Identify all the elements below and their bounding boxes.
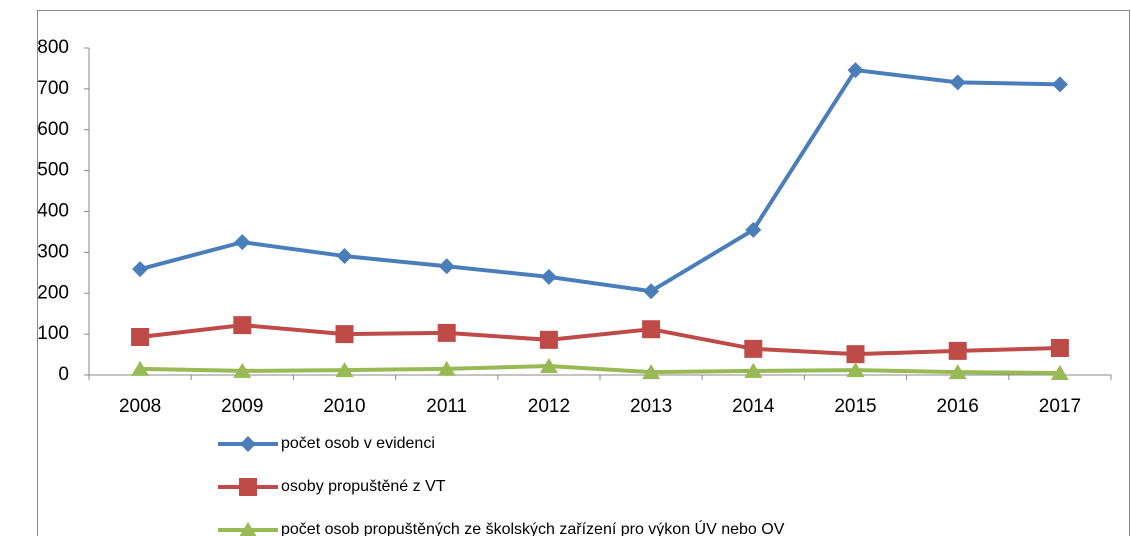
marker — [847, 62, 864, 79]
x-tick-label: 2017 — [1039, 396, 1081, 417]
legend: počet osob v evidenci osoby propuštěné z … — [218, 435, 785, 536]
marker — [437, 360, 456, 376]
x-tick-label: 2016 — [937, 396, 979, 417]
y-tick-label: 100 — [37, 323, 69, 344]
marker — [539, 330, 558, 349]
marker — [234, 234, 251, 251]
marker — [642, 320, 661, 339]
marker — [948, 341, 967, 360]
marker — [335, 325, 354, 344]
x-tick-label: 2008 — [119, 396, 161, 417]
y-tick-label: 600 — [37, 119, 69, 140]
legend-label: osoby propuštěné z VT — [281, 478, 446, 495]
x-tick-label: 2015 — [834, 396, 876, 417]
marker — [438, 258, 455, 275]
y-tick-label: 0 — [58, 364, 69, 385]
marker — [846, 362, 865, 378]
x-tick-label: 2009 — [221, 396, 263, 417]
marker — [949, 74, 966, 91]
marker — [335, 362, 354, 378]
marker — [745, 221, 762, 238]
marker — [744, 362, 763, 378]
marker — [131, 360, 150, 376]
marker — [132, 261, 149, 278]
series-line — [139, 323, 1060, 357]
series-line — [140, 364, 1060, 375]
marker — [642, 364, 661, 380]
x-tick-label: 2012 — [528, 396, 570, 417]
y-tick-label: 400 — [37, 201, 69, 222]
x-tick-label: 2013 — [630, 396, 672, 417]
marker — [1050, 339, 1069, 358]
marker — [540, 268, 557, 285]
y-tick-label: 800 — [37, 37, 69, 58]
marker — [948, 364, 967, 380]
x-tick-label: 2010 — [323, 396, 365, 417]
marker — [239, 478, 257, 496]
marker — [539, 358, 558, 374]
marker — [744, 339, 763, 358]
marker — [437, 323, 456, 342]
marker — [239, 522, 257, 536]
legend-label: počet osob v evidenci — [281, 435, 435, 452]
marker — [1051, 76, 1068, 93]
marker — [1050, 364, 1069, 380]
y-tick-label: 300 — [37, 241, 69, 262]
y-tick-label: 500 — [37, 160, 69, 181]
x-tick-label: 2011 — [426, 396, 467, 417]
chart-frame — [37, 10, 1130, 536]
marker — [233, 362, 252, 378]
marker — [233, 316, 252, 335]
marker — [336, 248, 353, 265]
legend-label: počet osob propuštěných ze školských zař… — [281, 519, 785, 536]
marker — [643, 283, 660, 300]
marker — [240, 436, 256, 452]
marker — [131, 327, 150, 346]
y-tick-label: 200 — [37, 282, 69, 303]
marker — [846, 345, 865, 364]
y-tick-label: 700 — [37, 78, 69, 99]
x-tick-label: 2014 — [732, 396, 775, 417]
series-line — [139, 68, 1060, 294]
